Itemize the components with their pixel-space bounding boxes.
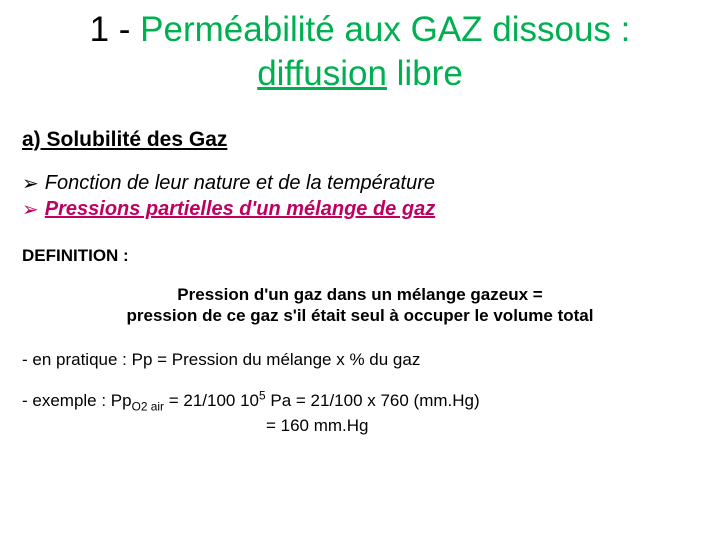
definition-line-1: Pression d'un gaz dans un mélange gazeux… (177, 285, 542, 304)
example-subscript: O2 air (132, 399, 164, 413)
title-libre: libre (387, 54, 463, 93)
bullet-2-text: Pressions partielles d'un mélange de gaz (45, 198, 435, 221)
bullet-item-2: ➢ Pressions partielles d'un mélange de g… (22, 198, 720, 222)
bullet-marker-icon: ➢ (22, 172, 39, 196)
practice-line: - en pratique : Pp = Pression du mélange… (22, 350, 720, 370)
example-block: - exemple : PpO2 air = 21/100 105 Pa = 2… (22, 388, 720, 437)
bullet-1-text: Fonction de leur nature et de la tempéra… (45, 172, 435, 195)
example-line-2: = 160 mm.Hg (22, 416, 369, 435)
example-line-1: - exemple : PpO2 air = 21/100 105 Pa = 2… (22, 391, 480, 410)
definition-label: DEFINITION : (22, 246, 720, 266)
title-prefix: 1 - (90, 10, 141, 49)
example-mid: = 21/100 10 (164, 391, 259, 410)
definition-text: Pression d'un gaz dans un mélange gazeux… (0, 284, 720, 327)
title-diffusion: diffusion (257, 54, 387, 93)
example-superscript: 5 (259, 388, 266, 402)
title-green-part: Perméabilité aux GAZ dissous : (140, 10, 630, 49)
bullet-item-1: ➢ Fonction de leur nature et de la tempé… (22, 172, 720, 196)
subheading-a: a) Solubilité des Gaz (22, 128, 720, 152)
slide-title: 1 - Perméabilité aux GAZ dissous : diffu… (0, 0, 720, 96)
definition-line-2: pression de ce gaz s'il était seul à occ… (127, 306, 594, 325)
bullet-list: ➢ Fonction de leur nature et de la tempé… (22, 172, 720, 222)
example-prefix: - exemple : Pp (22, 391, 132, 410)
bullet-marker-icon: ➢ (22, 198, 39, 222)
example-rest: Pa = 21/100 x 760 (mm.Hg) (266, 391, 480, 410)
